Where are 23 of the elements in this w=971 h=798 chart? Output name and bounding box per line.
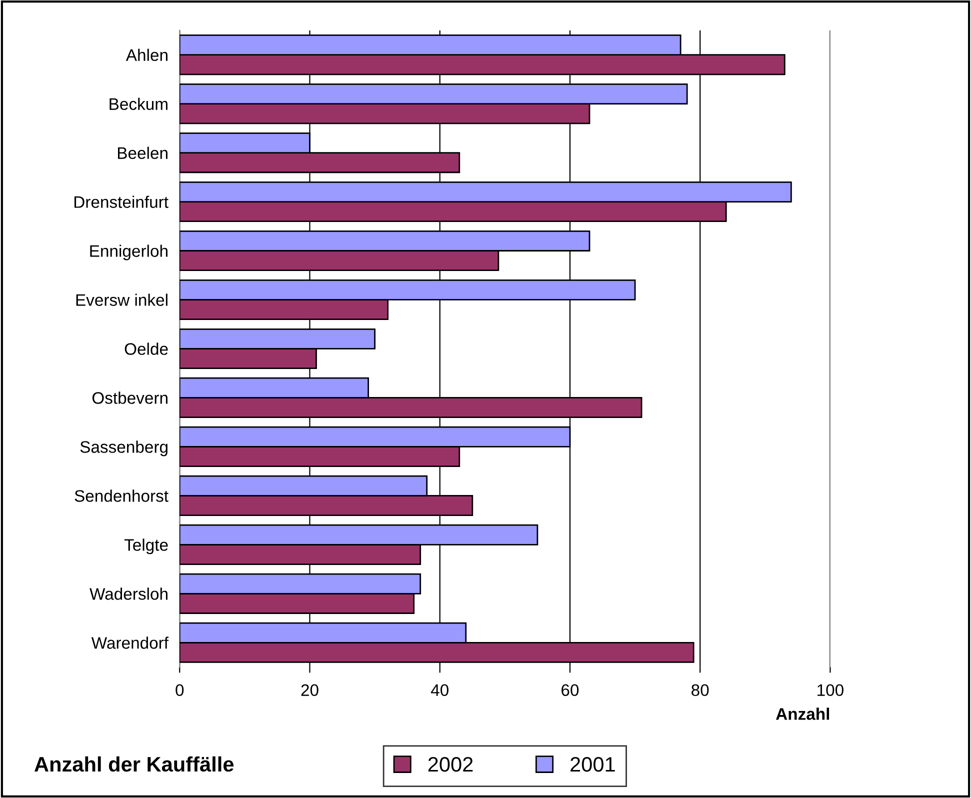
y-tick-label: Ennigerloh: [90, 244, 168, 260]
y-tick-label: Wadersloh: [90, 588, 168, 600]
x-tick-label: 100: [818, 684, 844, 696]
x-tick-label: 60: [562, 684, 579, 696]
y-tick-label: Beelen: [118, 146, 168, 159]
x-axis-title: Anzahl: [776, 708, 830, 720]
y-tick-label: Ostbevern: [92, 392, 168, 404]
legend-label: 2001: [570, 756, 615, 772]
y-tick-label: Sendenhorst: [74, 490, 168, 502]
y-tick-label: Ahlen: [126, 48, 168, 62]
text: Anzahl der Kauffälle: [34, 756, 234, 772]
x-tick-label: 0: [176, 684, 184, 696]
y-tick-label: Beckum: [110, 98, 168, 110]
y-tick-label: Eversw inkel: [76, 294, 168, 306]
y-tick-label: Warendorf: [91, 636, 169, 649]
x-tick-label: 40: [430, 684, 448, 696]
x-tick-label: 20: [301, 684, 318, 696]
y-tick-label: Oelde: [124, 342, 168, 355]
x-tick-label: 80: [692, 684, 709, 696]
y-tick-label: Telgte: [124, 538, 168, 554]
y-tick-label: Sassenberg: [80, 440, 168, 456]
y-tick-label: Drensteinfurt: [74, 196, 168, 208]
legend-label: 2002: [428, 756, 473, 772]
